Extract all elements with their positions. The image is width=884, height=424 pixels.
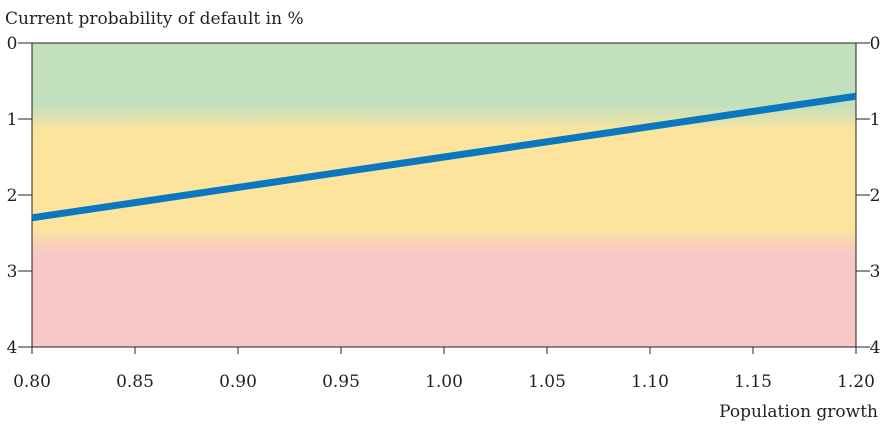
- y-tick-label-left: 0: [7, 34, 18, 54]
- y-tick-label-right: 3: [870, 262, 881, 282]
- x-tick-label: 0.90: [219, 372, 257, 392]
- y-axis-title: Current probability of default in %: [5, 9, 304, 29]
- x-tick-label: 1.10: [631, 372, 669, 392]
- x-tick-label: 1.05: [528, 372, 566, 392]
- x-tick-label: 1.20: [837, 372, 875, 392]
- zone-background: [32, 43, 856, 347]
- x-tick-label: 0.95: [322, 372, 360, 392]
- y-tick-label-left: 1: [7, 110, 18, 130]
- y-tick-label-left: 2: [7, 186, 18, 206]
- x-tick-label: 1.15: [734, 372, 772, 392]
- series-line: [31, 92, 857, 222]
- y-tick-label-left: 3: [7, 262, 18, 282]
- x-axis-title: Population growth: [719, 402, 878, 422]
- x-tick-label: 1.00: [425, 372, 463, 392]
- series-lines: [31, 92, 857, 222]
- x-axis: 0.80 0.85 0.90 0.95 1.00 1.05 1.10 1.15 1.20: [13, 347, 875, 392]
- y-axis-right: 0 1 2 3 4: [856, 34, 880, 358]
- y-axis-left: 0 1 2 3 4: [7, 34, 32, 358]
- y-tick-label-right: 4: [870, 338, 881, 358]
- plot-area: [31, 42, 857, 348]
- x-tick-label: 0.80: [13, 372, 51, 392]
- y-tick-label-left: 4: [7, 338, 18, 358]
- y-tick-label-right: 2: [870, 186, 881, 206]
- x-tick-label: 0.85: [116, 372, 154, 392]
- y-tick-label-right: 1: [870, 110, 881, 130]
- y-tick-label-right: 0: [870, 34, 881, 54]
